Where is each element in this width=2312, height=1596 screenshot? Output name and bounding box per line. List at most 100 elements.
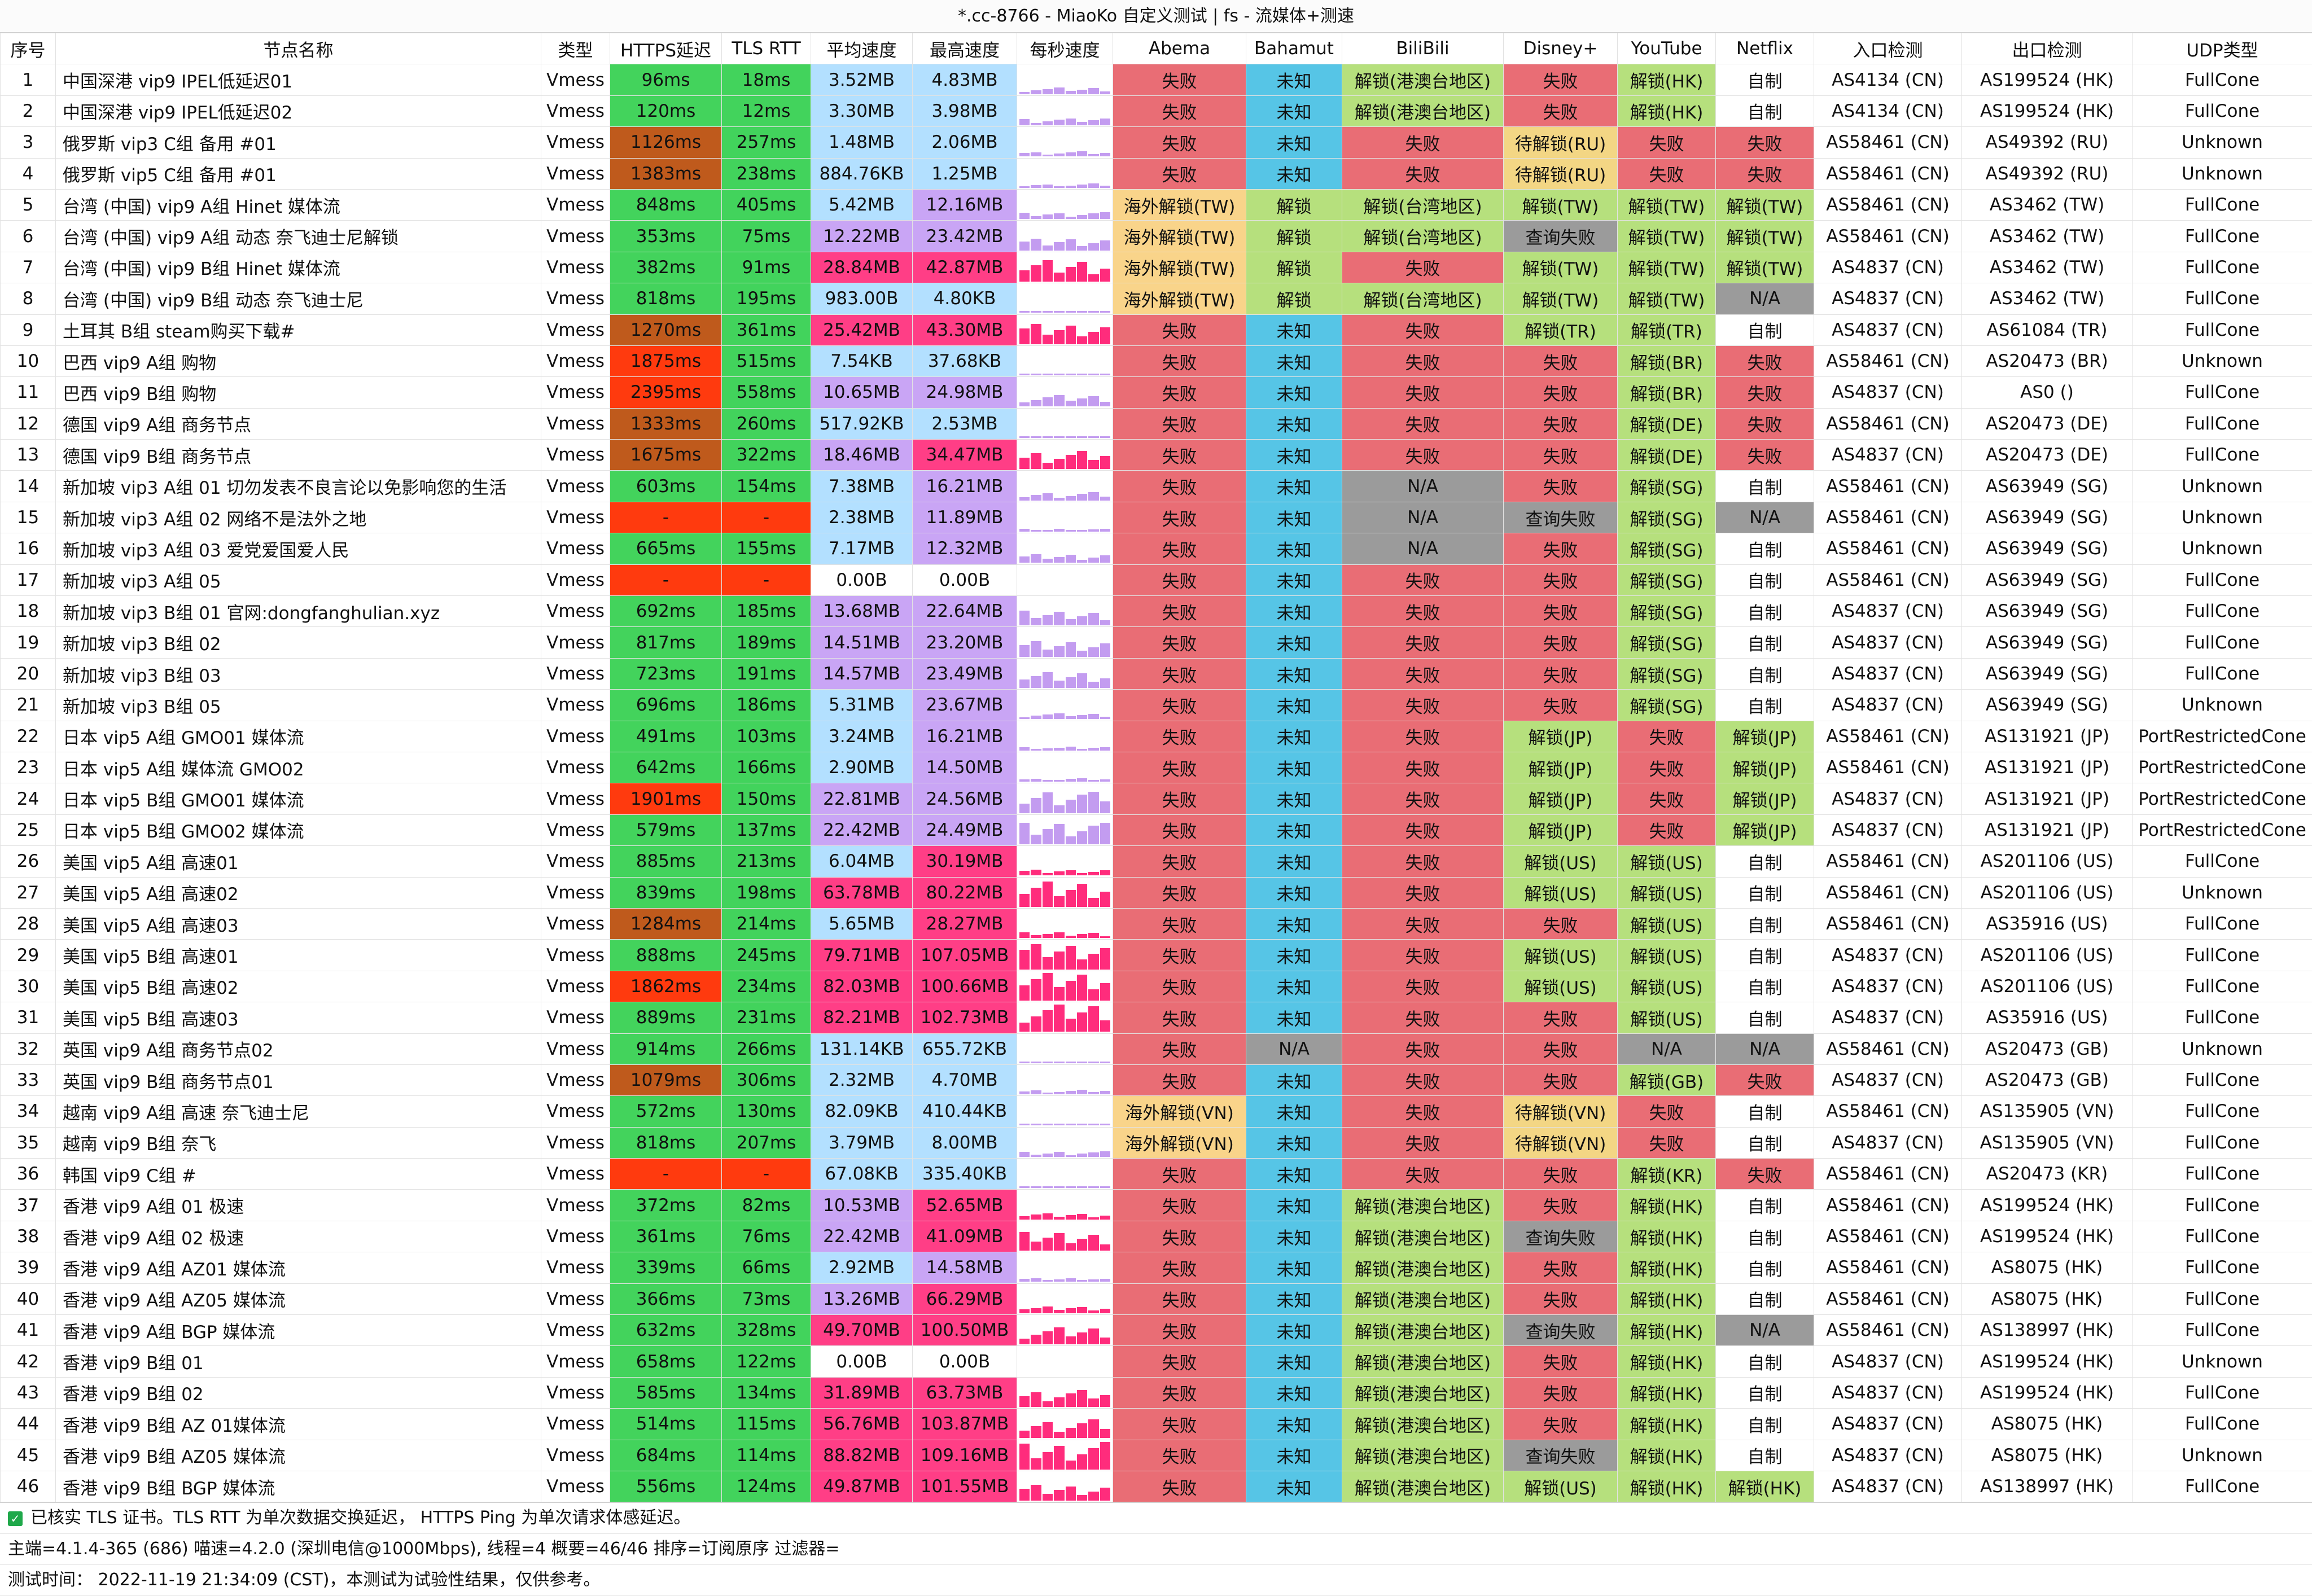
speed-bar — [1054, 1092, 1064, 1094]
cell-tls-rtt: 166ms — [722, 752, 811, 783]
col-header-inbound[interactable]: 入口检测 — [1814, 33, 1962, 64]
cell-outbound: AS138997 (HK) — [1962, 1471, 2133, 1502]
cell-outbound: AS49392 (RU) — [1962, 158, 2133, 189]
speed-bar — [1043, 934, 1053, 938]
col-header-abema[interactable]: Abema — [1113, 33, 1246, 64]
cell-youtube: 解锁(SG) — [1618, 564, 1716, 595]
col-header-max-speed[interactable]: 最高速度 — [913, 33, 1017, 64]
cell-outbound: AS63949 (SG) — [1962, 471, 2133, 502]
cell-outbound: AS35916 (US) — [1962, 1002, 2133, 1033]
speed-bar — [1088, 311, 1098, 313]
col-header-per-second-speed[interactable]: 每秒速度 — [1017, 33, 1113, 64]
col-header-youtube[interactable]: YouTube — [1618, 33, 1716, 64]
col-header-bahamut[interactable]: Bahamut — [1246, 33, 1342, 64]
speed-bar — [1019, 645, 1030, 657]
cell-inbound: AS4837 (CN) — [1814, 814, 1962, 845]
cell-disney: 查询失败 — [1504, 502, 1618, 533]
cell-https-latency: 1675ms — [610, 440, 722, 471]
cell-disney: 失败 — [1504, 1409, 1618, 1440]
cell-index: 35 — [1, 1127, 56, 1158]
cell-tls-rtt: 191ms — [722, 658, 811, 689]
col-header-tls-rtt[interactable]: TLS RTT — [722, 33, 811, 64]
col-header-https-latency[interactable]: HTTPS延迟 — [610, 33, 722, 64]
speed-bar — [1077, 1090, 1087, 1094]
cell-node-name: 新加坡 vip3 A组 02 网络不是法外之地 — [56, 502, 541, 533]
cell-abema: 失败 — [1113, 940, 1246, 971]
checkbox-icon[interactable]: ✓ — [8, 1511, 23, 1526]
col-header-udp-type[interactable]: UDP类型 — [2133, 33, 2312, 64]
col-header-avg-speed[interactable]: 平均速度 — [811, 33, 913, 64]
speed-sparkline — [1017, 910, 1113, 938]
speed-bar — [1077, 262, 1087, 282]
col-header-index[interactable]: 序号 — [1, 33, 56, 64]
cell-max-speed: 23.49MB — [913, 658, 1017, 689]
speed-sparkline — [1017, 253, 1113, 282]
col-header-outbound[interactable]: 出口检测 — [1962, 33, 2133, 64]
col-header-disney[interactable]: Disney+ — [1504, 33, 1618, 64]
cell-bahamut: 未知 — [1246, 1377, 1342, 1408]
cell-inbound: AS4837 (CN) — [1814, 596, 1962, 627]
cell-type: Vmess — [541, 1127, 610, 1158]
col-header-node-name[interactable]: 节点名称 — [56, 33, 541, 64]
speed-bar — [1088, 88, 1098, 94]
speed-bar — [1054, 330, 1064, 344]
col-header-netflix[interactable]: Netflix — [1716, 33, 1814, 64]
speed-bar — [1077, 451, 1087, 469]
col-header-type[interactable]: 类型 — [541, 33, 610, 64]
cell-inbound: AS58461 (CN) — [1814, 408, 1962, 439]
cell-https-latency: 888ms — [610, 940, 722, 971]
col-header-bilibili[interactable]: BiliBili — [1342, 33, 1504, 64]
cell-bahamut: 未知 — [1246, 814, 1342, 845]
cell-outbound: AS3462 (TW) — [1962, 283, 2133, 314]
cell-index: 37 — [1, 1190, 56, 1221]
cell-udp-type: FullCone — [2133, 1064, 2312, 1095]
cell-youtube: 解锁(SG) — [1618, 658, 1716, 689]
